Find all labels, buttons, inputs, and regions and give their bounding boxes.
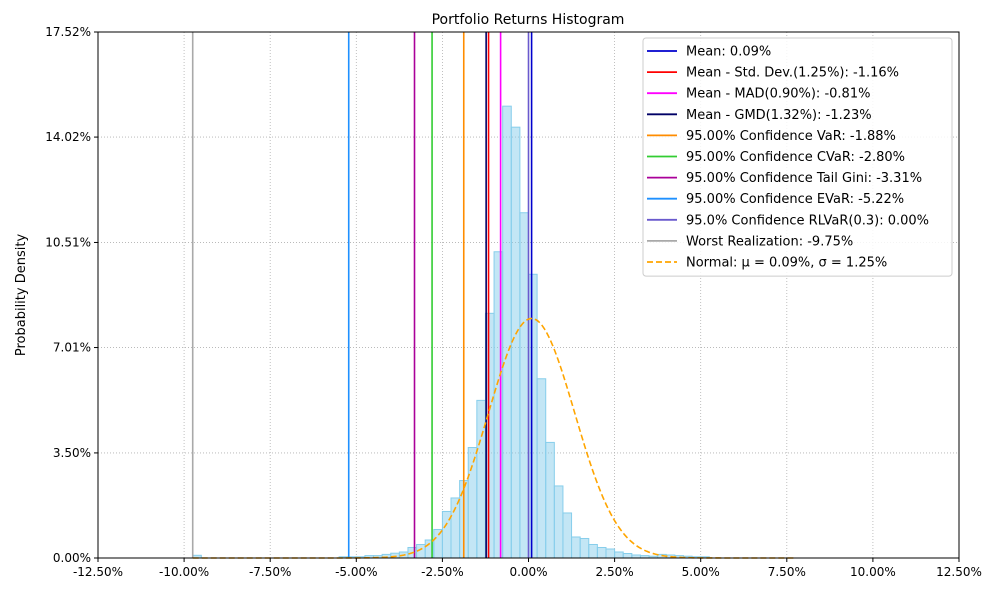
histogram-bar — [614, 551, 624, 559]
x-tick-label: -10.00% — [159, 565, 209, 579]
legend-label: 95.00% Confidence CVaR: -2.80% — [686, 150, 905, 165]
histogram-bar — [545, 441, 555, 559]
legend-box — [642, 37, 953, 277]
x-tick-label: 7.50% — [768, 565, 806, 579]
x-tick-label: -2.50% — [421, 565, 463, 579]
y-tick-label: 0.00% — [53, 551, 91, 565]
histogram-bar — [562, 512, 573, 559]
histogram-bar — [553, 485, 564, 559]
histogram-bar — [622, 552, 633, 559]
legend-label: Normal: μ = 0.09%, σ = 1.25% — [686, 256, 887, 271]
risk-measure-lines — [191, 32, 533, 558]
legend-label: 95.00% Confidence VaR: -1.88% — [686, 129, 896, 144]
y-tick-label: 10.51% — [45, 235, 91, 249]
legend-label: 95.0% Confidence RLVaR(0.3): 0.00% — [686, 213, 929, 228]
histogram-bar — [519, 212, 530, 559]
histogram-bar — [528, 273, 538, 559]
histogram-bar — [588, 543, 598, 559]
y-tick-label: 3.50% — [53, 446, 91, 460]
x-tick-label: -7.50% — [249, 565, 291, 579]
y-axis-label: Probability Density — [14, 234, 29, 357]
histogram-bar — [571, 536, 581, 559]
histogram-bar — [579, 537, 590, 559]
legend-label: 95.00% Confidence Tail Gini: -3.31% — [686, 171, 922, 186]
x-tick-label: 0.00% — [509, 565, 547, 579]
histogram-bar — [476, 399, 486, 559]
x-tick-label: -12.50% — [73, 565, 123, 579]
histogram-bar — [596, 546, 607, 559]
legend-label: Mean - MAD(0.90%): -0.81% — [686, 87, 870, 102]
legend-label: Worst Realization: -9.75% — [686, 234, 853, 249]
y-tick-label: 14.02% — [45, 130, 91, 144]
x-tick-label: 10.00% — [850, 565, 896, 579]
histogram-bar — [536, 378, 547, 559]
x-tick-label: 2.50% — [596, 565, 634, 579]
x-tick-label: 12.50% — [936, 565, 982, 579]
y-tick-label: 17.52% — [45, 25, 91, 39]
legend-label: Mean - Std. Dev.(1.25%): -1.16% — [686, 66, 899, 81]
legend-label: Mean - GMD(1.32%): -1.23% — [686, 108, 872, 123]
legend-label: 95.00% Confidence EVaR: -5.22% — [686, 192, 904, 207]
y-axis: 0.00% 3.50% 7.01% 10.51% 14.02% 17.52% — [45, 25, 98, 565]
legend-label: Mean: 0.09% — [686, 45, 771, 60]
histogram-bar — [433, 528, 443, 559]
legend: Mean: 0.09% Mean - Std. Dev.(1.25%): -1.1… — [642, 37, 953, 277]
chart-title: Portfolio Returns Histogram — [432, 12, 625, 28]
histogram-bar — [467, 447, 478, 559]
histogram-bar — [502, 105, 512, 559]
y-tick-label: 7.01% — [53, 341, 91, 355]
histogram-bar — [605, 548, 616, 559]
x-axis: -12.50% -10.00% -7.50% -5.00% -2.50% 0.00% 2.5… — [73, 558, 982, 579]
x-tick-label: -5.00% — [335, 565, 377, 579]
x-tick-label: 5.00% — [682, 565, 720, 579]
